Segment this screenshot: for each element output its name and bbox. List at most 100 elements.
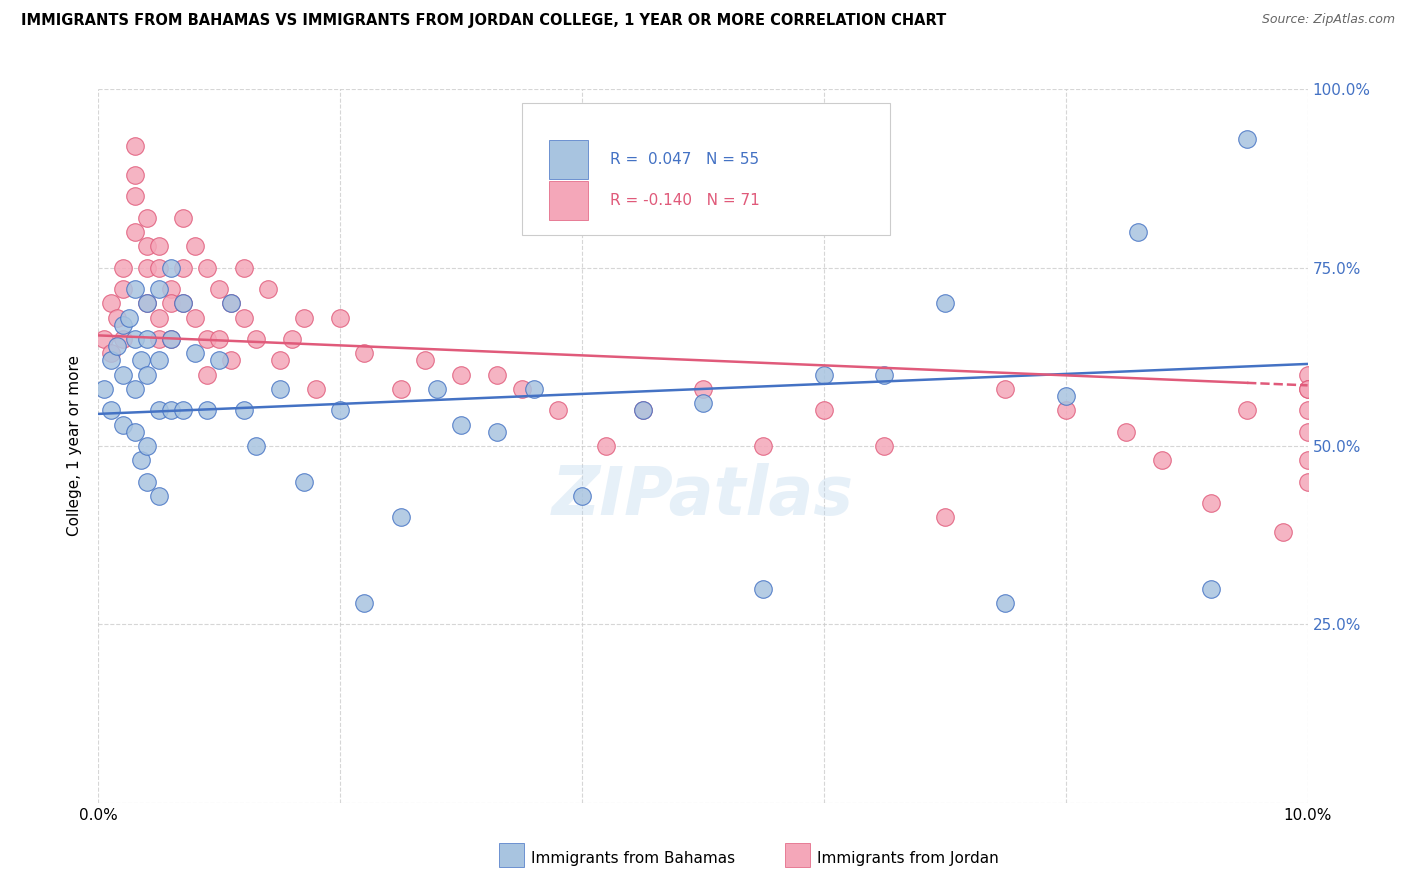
- Point: [184, 310, 207, 325]
- Point: [1054, 403, 1077, 417]
- Point: [1296, 475, 1319, 489]
- Point: [595, 439, 617, 453]
- Point: [160, 282, 183, 296]
- Point: [752, 439, 775, 453]
- Point: [305, 382, 328, 396]
- Point: [111, 318, 134, 332]
- Point: [160, 332, 183, 346]
- Point: [329, 310, 352, 325]
- Point: [813, 403, 835, 417]
- Point: [413, 353, 436, 368]
- Text: Immigrants from Jordan: Immigrants from Jordan: [817, 851, 998, 865]
- Point: [124, 189, 146, 203]
- Y-axis label: College, 1 year or more: College, 1 year or more: [67, 356, 83, 536]
- FancyBboxPatch shape: [522, 103, 890, 235]
- Point: [148, 310, 170, 325]
- Point: [111, 260, 134, 275]
- Point: [172, 296, 194, 310]
- Point: [100, 403, 122, 417]
- Text: R =  0.047   N = 55: R = 0.047 N = 55: [610, 152, 759, 167]
- Point: [934, 510, 956, 524]
- Point: [1296, 453, 1319, 467]
- Point: [129, 353, 152, 368]
- Point: [135, 239, 157, 253]
- Point: [111, 282, 134, 296]
- Point: [1236, 403, 1258, 417]
- Point: [111, 368, 134, 382]
- Point: [118, 310, 141, 325]
- Point: [389, 382, 412, 396]
- Point: [934, 296, 956, 310]
- Point: [1199, 496, 1222, 510]
- FancyBboxPatch shape: [550, 181, 588, 220]
- Point: [148, 239, 170, 253]
- Point: [281, 332, 304, 346]
- Point: [450, 417, 472, 432]
- Point: [1296, 425, 1319, 439]
- Point: [873, 368, 896, 382]
- Point: [135, 475, 157, 489]
- Point: [124, 382, 146, 396]
- Point: [1296, 368, 1319, 382]
- Point: [426, 382, 449, 396]
- Point: [245, 332, 267, 346]
- Text: Immigrants from Bahamas: Immigrants from Bahamas: [531, 851, 735, 865]
- Point: [124, 225, 146, 239]
- Point: [692, 396, 714, 410]
- Point: [1296, 382, 1319, 396]
- Point: [135, 332, 157, 346]
- Point: [100, 353, 122, 368]
- Text: ZIPatlas: ZIPatlas: [553, 463, 853, 529]
- Text: R = -0.140   N = 71: R = -0.140 N = 71: [610, 194, 759, 208]
- Point: [486, 425, 509, 439]
- Point: [269, 353, 291, 368]
- Point: [208, 353, 231, 368]
- Point: [172, 211, 194, 225]
- Point: [148, 489, 170, 503]
- Point: [994, 382, 1017, 396]
- Point: [148, 403, 170, 417]
- Point: [135, 368, 157, 382]
- Point: [129, 453, 152, 467]
- Point: [124, 332, 146, 346]
- Point: [160, 296, 183, 310]
- Point: [873, 439, 896, 453]
- Point: [160, 332, 183, 346]
- Point: [1152, 453, 1174, 467]
- Point: [221, 296, 243, 310]
- Point: [486, 368, 509, 382]
- Point: [148, 353, 170, 368]
- Point: [523, 382, 546, 396]
- Point: [124, 425, 146, 439]
- Point: [135, 296, 157, 310]
- Point: [124, 139, 146, 153]
- Point: [269, 382, 291, 396]
- Point: [389, 510, 412, 524]
- Point: [221, 296, 243, 310]
- Point: [124, 282, 146, 296]
- Point: [160, 403, 183, 417]
- Point: [1296, 403, 1319, 417]
- Point: [208, 332, 231, 346]
- Point: [135, 439, 157, 453]
- Point: [221, 353, 243, 368]
- Point: [1128, 225, 1150, 239]
- Point: [329, 403, 352, 417]
- Point: [135, 260, 157, 275]
- Point: [160, 260, 183, 275]
- Point: [1054, 389, 1077, 403]
- Point: [172, 403, 194, 417]
- Point: [994, 596, 1017, 610]
- Point: [124, 168, 146, 182]
- Point: [195, 368, 218, 382]
- Point: [100, 296, 122, 310]
- Point: [93, 382, 115, 396]
- Point: [752, 582, 775, 596]
- Point: [172, 260, 194, 275]
- Point: [148, 332, 170, 346]
- Point: [100, 346, 122, 360]
- Text: IMMIGRANTS FROM BAHAMAS VS IMMIGRANTS FROM JORDAN COLLEGE, 1 YEAR OR MORE CORREL: IMMIGRANTS FROM BAHAMAS VS IMMIGRANTS FR…: [21, 13, 946, 29]
- Point: [93, 332, 115, 346]
- Point: [135, 296, 157, 310]
- Point: [292, 475, 315, 489]
